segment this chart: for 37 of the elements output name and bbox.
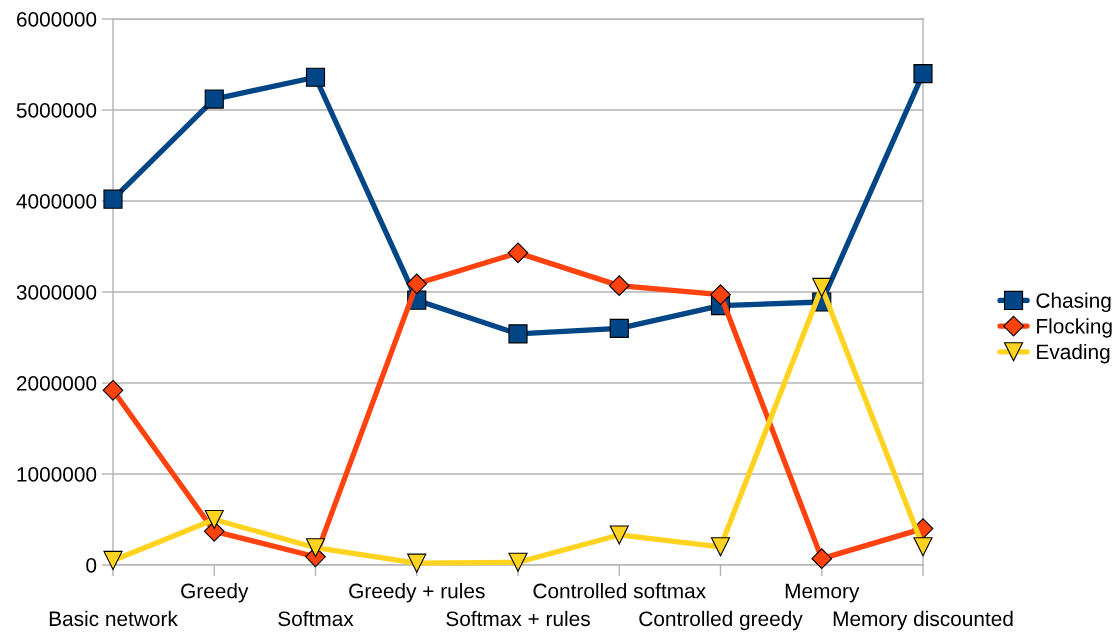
y-tick-label: 2000000 <box>16 376 97 391</box>
point <box>305 538 326 558</box>
legend-label: Chasing <box>1036 292 1111 313</box>
point <box>811 548 833 570</box>
point <box>407 553 427 573</box>
point <box>406 273 428 295</box>
y-tick-label: 1000000 <box>17 467 97 482</box>
point <box>507 242 529 264</box>
y-tick-label: 6000000 <box>16 12 97 27</box>
point <box>204 89 224 109</box>
y-tick-label: 4000000 <box>16 194 97 209</box>
legend-label: Evading <box>1037 343 1110 364</box>
x-tick-label: Basic network <box>49 610 178 627</box>
x-tick-label: Controlled greedy <box>639 610 803 631</box>
point <box>609 318 629 338</box>
x-tick-label: Softmax <box>278 610 354 627</box>
x-tick-label: Memory <box>785 583 860 603</box>
x-tick-label: Softmax + rules <box>446 610 590 627</box>
y-tick-label: 3000000 <box>16 285 97 300</box>
x-tick-label: Memory discounted <box>833 610 1013 631</box>
x-tick-label: Controlled softmax <box>533 583 706 599</box>
x-tick-label: Greedy + rules <box>349 583 485 603</box>
y-tick-label: 0 <box>86 558 97 573</box>
point <box>204 509 224 530</box>
y-tick-label: 5000000 <box>16 103 97 118</box>
point <box>710 284 731 306</box>
x-tick-label: Greedy <box>181 583 249 603</box>
point <box>305 67 326 87</box>
point <box>609 525 629 545</box>
point <box>508 552 528 572</box>
point <box>710 537 731 557</box>
point <box>913 537 933 557</box>
point <box>608 275 630 297</box>
point <box>508 324 528 344</box>
point <box>913 64 933 84</box>
point <box>812 277 832 298</box>
legend-label: Flocking <box>1037 318 1112 338</box>
